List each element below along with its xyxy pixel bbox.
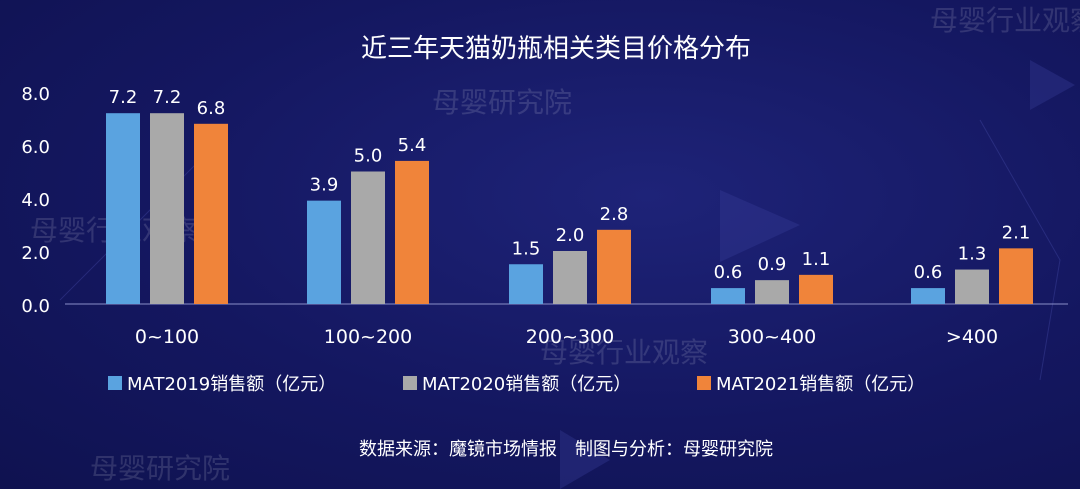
x-category-label: 200~300 (526, 326, 614, 348)
bar-2021-4 (999, 248, 1033, 304)
bar-layer (106, 113, 1033, 304)
legend-label-2020: MAT2020销售额（亿元） (422, 374, 631, 395)
x-category-label: 0~100 (135, 326, 199, 348)
data-label: 7.2 (109, 87, 138, 108)
data-label: 0.9 (758, 254, 787, 275)
bar-2019-4 (911, 288, 945, 304)
data-label: 2.8 (600, 204, 629, 225)
data-label: 2.0 (556, 225, 585, 246)
source-note: 数据来源：魔镜市场情报 制图与分析：母婴研究院 (359, 439, 773, 460)
watermark-text: 母婴行业观察 (930, 4, 1080, 37)
data-label: 1.1 (802, 249, 831, 270)
y-tick-label: 2.0 (21, 243, 50, 264)
legend-swatch-2019 (108, 376, 122, 390)
data-label: 2.1 (1002, 222, 1031, 243)
legend: MAT2019销售额（亿元） MAT2020销售额（亿元） MAT2021销售额… (108, 374, 925, 395)
data-label: 6.8 (197, 98, 226, 119)
legend-label-2019: MAT2019销售额（亿元） (127, 374, 336, 395)
y-tick-label: 6.0 (21, 137, 50, 158)
x-category-label: 300~400 (728, 326, 816, 348)
bar-2021-3 (799, 274, 833, 304)
y-tick-label: 0.0 (21, 296, 50, 317)
bar-2021-0 (194, 123, 228, 304)
legend-swatch-2020 (403, 376, 417, 390)
y-axis: 0.0 2.0 4.0 6.0 8.0 (21, 84, 50, 317)
x-category-label: >400 (946, 326, 998, 348)
bar-2020-3 (755, 280, 789, 304)
watermark-layer: 母婴行业观察 母婴研究院 母婴行业观察 母婴研究院 母婴行业观察 (30, 4, 1080, 485)
data-label-layer: 7.2 7.2 6.8 3.9 5.0 5.4 1.5 2.0 2.8 0.6 0.9 1.1 0.6 1… (109, 87, 1031, 283)
data-label: 0.6 (714, 262, 743, 283)
bar-2019-0 (106, 113, 140, 304)
y-tick-label: 8.0 (21, 84, 50, 105)
data-label: 7.2 (153, 87, 182, 108)
bar-2021-2 (597, 229, 631, 304)
data-label: 0.6 (914, 262, 943, 283)
bar-2019-2 (509, 264, 543, 304)
data-label: 1.3 (958, 244, 987, 265)
bar-2019-1 (307, 200, 341, 304)
x-category-label: 100~200 (324, 326, 412, 348)
watermark-text: 母婴研究院 (432, 86, 572, 119)
x-axis: 0~100 100~200 200~300 300~400 >400 (135, 326, 998, 348)
bar-2020-2 (553, 251, 587, 304)
bar-2020-1 (351, 171, 385, 304)
legend-label-2021: MAT2021销售额（亿元） (716, 374, 925, 395)
data-label: 3.9 (310, 175, 339, 196)
chart-title: 近三年天猫奶瓶相关类目价格分布 (361, 34, 751, 64)
data-label: 5.0 (354, 146, 383, 167)
legend-swatch-2021 (697, 376, 711, 390)
bar-2020-4 (955, 269, 989, 304)
bar-2020-0 (150, 113, 184, 304)
bar-2021-1 (395, 160, 429, 304)
y-tick-label: 4.0 (21, 190, 50, 211)
watermark-text: 母婴行业观察 (540, 336, 708, 369)
bar-2019-3 (711, 288, 745, 304)
watermark-text: 母婴研究院 (90, 452, 230, 485)
data-label: 1.5 (512, 238, 541, 259)
data-label: 5.4 (398, 135, 427, 156)
